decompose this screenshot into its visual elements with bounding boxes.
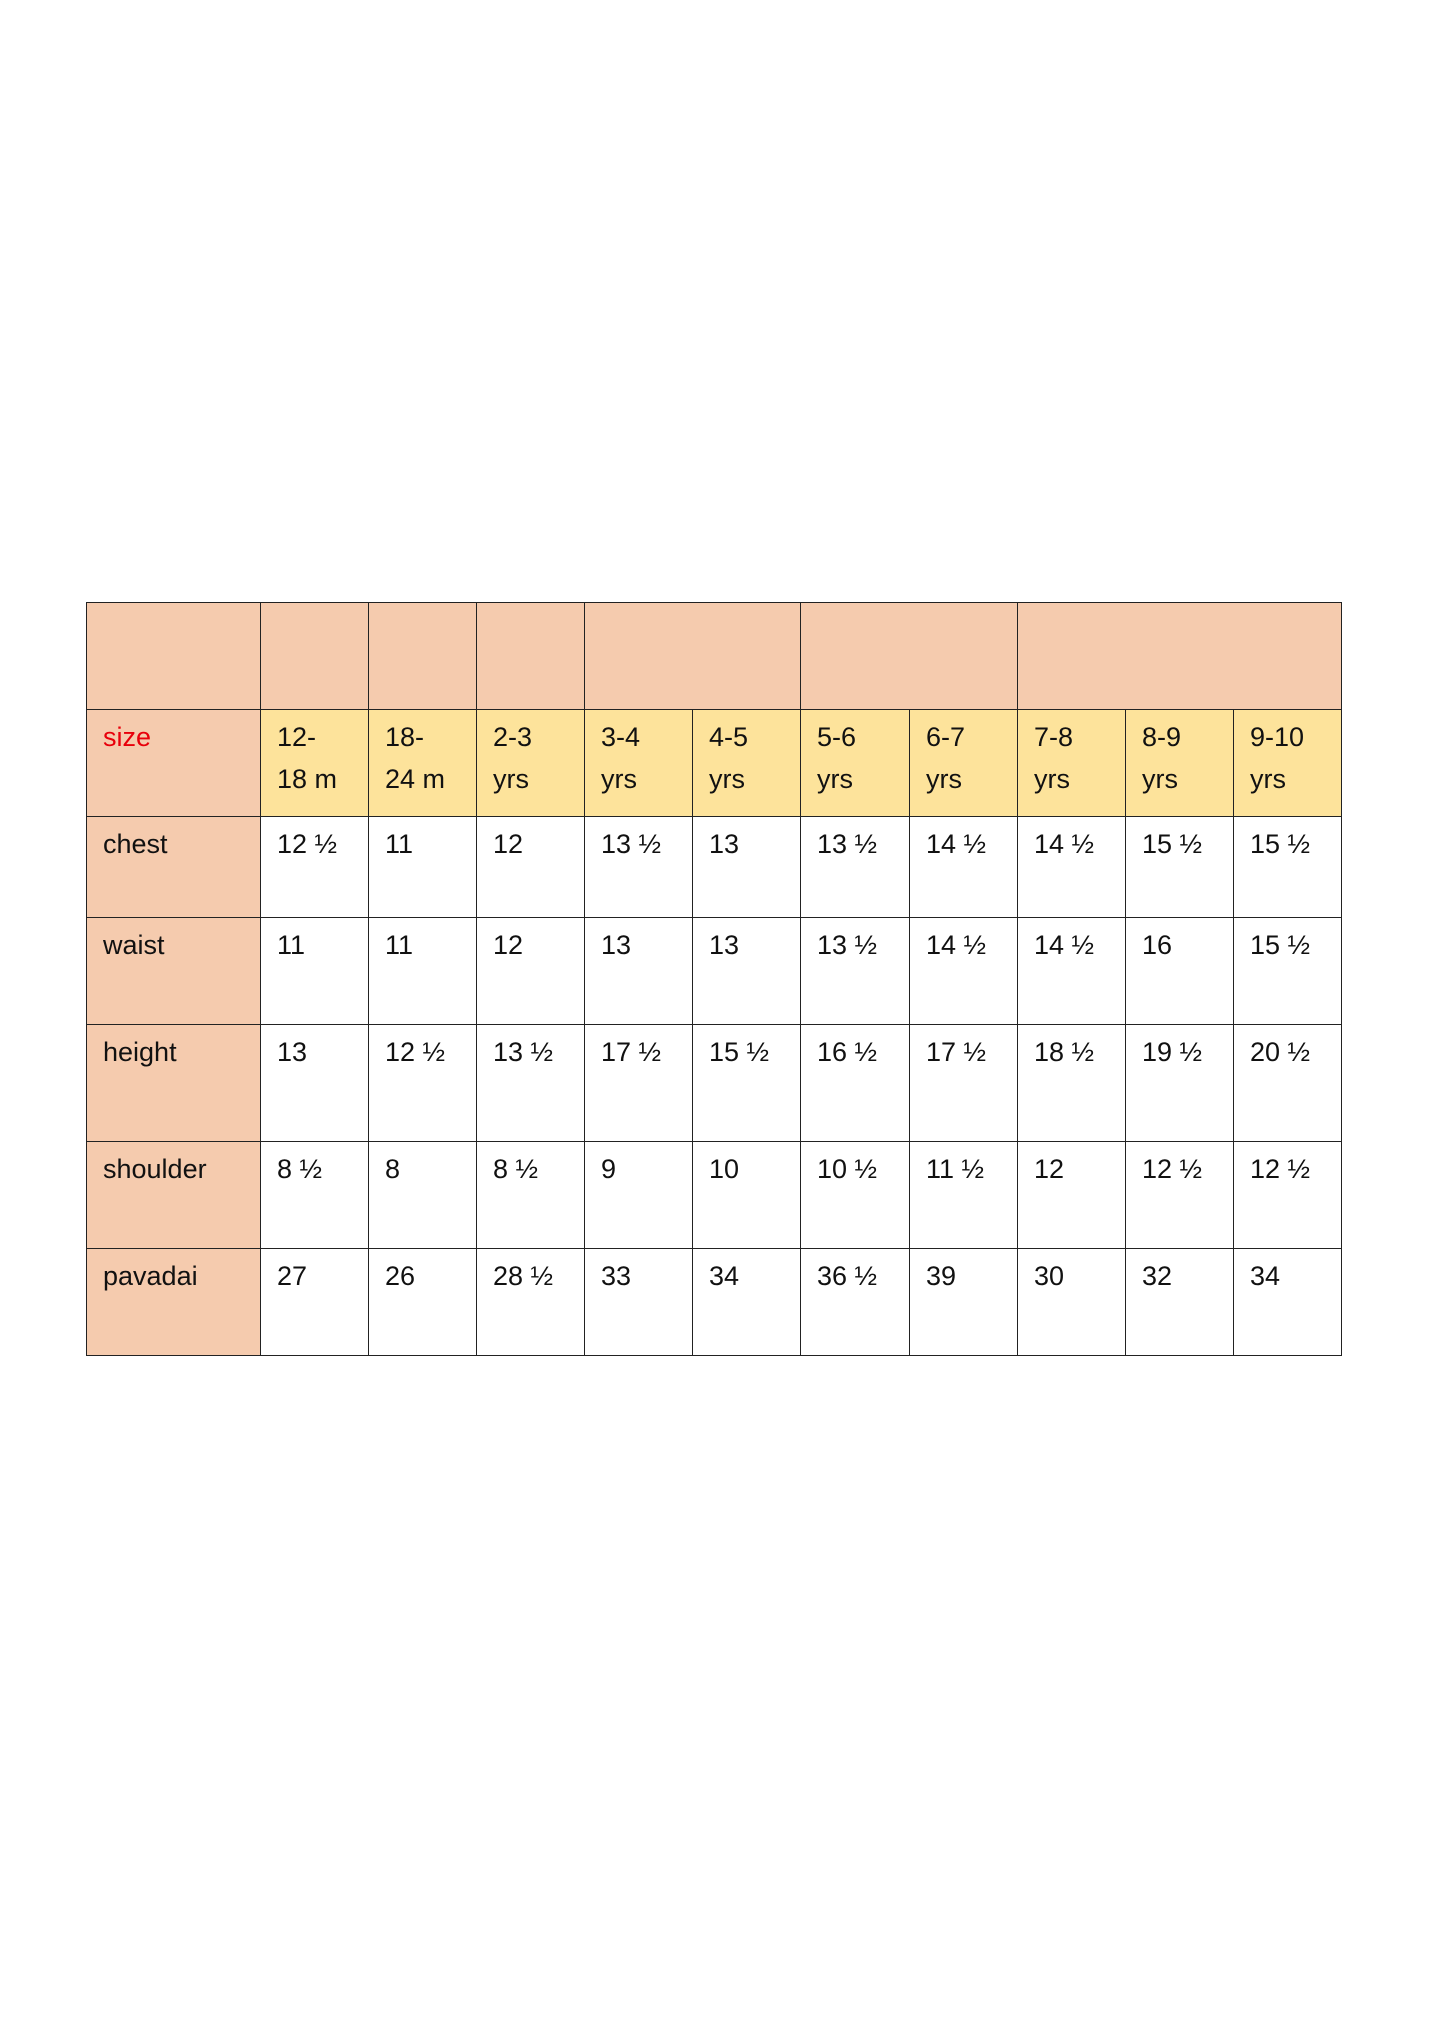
- value-cell: 17 ½: [909, 1024, 1018, 1142]
- size-label: size: [86, 709, 261, 817]
- size-cell: 2-3 yrs: [476, 709, 585, 817]
- size-cell: 3-4 yrs: [584, 709, 693, 817]
- measurement-row-height: height 13 12 ½ 13 ½ 17 ½ 15 ½ 16 ½ 17 ½ 18 ½ 19 ½…: [86, 1024, 1342, 1142]
- value-cell: 12: [1017, 1141, 1126, 1249]
- size-cell: 7-8 yrs: [1017, 709, 1126, 817]
- value-cell: 8 ½: [260, 1141, 369, 1249]
- value-cell: 8 ½: [476, 1141, 585, 1249]
- size-cell: 12- 18 m: [260, 709, 369, 817]
- value-cell: 16 ½: [800, 1024, 910, 1142]
- value-cell: 33: [584, 1248, 693, 1356]
- value-cell: 34: [1233, 1248, 1342, 1356]
- value-cell: 10: [692, 1141, 801, 1249]
- value-cell: 17 ½: [584, 1024, 693, 1142]
- value-cell: 12 ½: [1233, 1141, 1342, 1249]
- header-cell: [260, 602, 369, 710]
- value-cell: 13 ½: [800, 816, 910, 918]
- value-cell: 12 ½: [260, 816, 369, 918]
- value-cell: 8: [368, 1141, 477, 1249]
- value-cell: 14 ½: [909, 816, 1018, 918]
- row-label: waist: [86, 917, 261, 1025]
- value-cell: 15 ½: [1233, 816, 1342, 918]
- value-cell: 32: [1125, 1248, 1234, 1356]
- value-cell: 12: [476, 917, 585, 1025]
- header-cell: [800, 602, 1018, 710]
- value-cell: 13 ½: [476, 1024, 585, 1142]
- value-cell: 13 ½: [800, 917, 910, 1025]
- measurement-row-chest: chest 12 ½ 11 12 13 ½ 13 13 ½ 14 ½ 14 ½ 15 ½ 15 ½: [86, 816, 1342, 918]
- value-cell: 18 ½: [1017, 1024, 1126, 1142]
- value-cell: 15 ½: [1125, 816, 1234, 918]
- value-cell: 16: [1125, 917, 1234, 1025]
- value-cell: 15 ½: [1233, 917, 1342, 1025]
- value-cell: 11: [368, 816, 477, 918]
- value-cell: 39: [909, 1248, 1018, 1356]
- size-cell: 18- 24 m: [368, 709, 477, 817]
- value-cell: 11 ½: [909, 1141, 1018, 1249]
- row-label: height: [86, 1024, 261, 1142]
- size-cell: 9-10 yrs: [1233, 709, 1342, 817]
- measurement-row-waist: waist 11 11 12 13 13 13 ½ 14 ½ 14 ½ 16 15 ½: [86, 917, 1342, 1025]
- value-cell: 26: [368, 1248, 477, 1356]
- value-cell: 30: [1017, 1248, 1126, 1356]
- value-cell: 19 ½: [1125, 1024, 1234, 1142]
- value-cell: 12: [476, 816, 585, 918]
- size-cell: 8-9 yrs: [1125, 709, 1234, 817]
- header-cell: [476, 602, 585, 710]
- measurement-row-pavadai: pavadai 27 26 28 ½ 33 34 36 ½ 39 30 32 34: [86, 1248, 1342, 1356]
- header-row: [86, 602, 1342, 710]
- value-cell: 11: [260, 917, 369, 1025]
- value-cell: 9: [584, 1141, 693, 1249]
- size-row: size 12- 18 m 18- 24 m 2-3 yrs 3-4 yrs 4…: [86, 709, 1342, 817]
- value-cell: 11: [368, 917, 477, 1025]
- value-cell: 14 ½: [1017, 917, 1126, 1025]
- value-cell: 13: [692, 816, 801, 918]
- value-cell: 12 ½: [368, 1024, 477, 1142]
- value-cell: 13: [584, 917, 693, 1025]
- value-cell: 15 ½: [692, 1024, 801, 1142]
- value-cell: 36 ½: [800, 1248, 910, 1356]
- size-cell: 6-7 yrs: [909, 709, 1018, 817]
- size-cell: 5-6 yrs: [800, 709, 910, 817]
- header-cell: [86, 602, 261, 710]
- value-cell: 13 ½: [584, 816, 693, 918]
- header-cell: [584, 602, 801, 710]
- value-cell: 13: [260, 1024, 369, 1142]
- size-chart-table: size 12- 18 m 18- 24 m 2-3 yrs 3-4 yrs 4…: [86, 602, 1342, 1356]
- row-label: chest: [86, 816, 261, 918]
- value-cell: 12 ½: [1125, 1141, 1234, 1249]
- value-cell: 10 ½: [800, 1141, 910, 1249]
- value-cell: 20 ½: [1233, 1024, 1342, 1142]
- size-cell: 4-5 yrs: [692, 709, 801, 817]
- value-cell: 28 ½: [476, 1248, 585, 1356]
- row-label: pavadai: [86, 1248, 261, 1356]
- value-cell: 27: [260, 1248, 369, 1356]
- header-cell: [1017, 602, 1342, 710]
- row-label: shoulder: [86, 1141, 261, 1249]
- value-cell: 14 ½: [1017, 816, 1126, 918]
- header-cell: [368, 602, 477, 710]
- value-cell: 13: [692, 917, 801, 1025]
- value-cell: 34: [692, 1248, 801, 1356]
- value-cell: 14 ½: [909, 917, 1018, 1025]
